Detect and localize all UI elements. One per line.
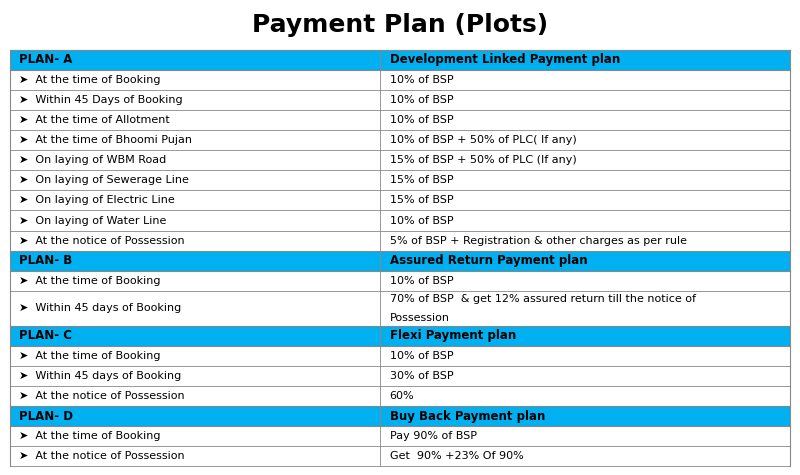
Bar: [10, 251, 790, 271]
Bar: [380, 271, 790, 291]
Text: 15% of BSP: 15% of BSP: [390, 195, 454, 206]
Text: Pay 90% of BSP: Pay 90% of BSP: [390, 431, 477, 441]
Bar: [380, 386, 790, 406]
Text: Get  90% +23% Of 90%: Get 90% +23% Of 90%: [390, 451, 523, 461]
Text: ➤  On laying of Electric Line: ➤ On laying of Electric Line: [19, 195, 175, 206]
Text: ➤  At the notice of Possession: ➤ At the notice of Possession: [19, 451, 185, 461]
Text: Assured Return Payment plan: Assured Return Payment plan: [390, 254, 587, 267]
Text: ➤  On laying of WBM Road: ➤ On laying of WBM Road: [19, 155, 166, 165]
Bar: [10, 190, 380, 210]
Text: PLAN- A: PLAN- A: [19, 53, 73, 67]
Text: 15% of BSP: 15% of BSP: [390, 175, 454, 185]
Bar: [380, 291, 790, 326]
Text: 10% of BSP: 10% of BSP: [390, 95, 454, 105]
Bar: [380, 346, 790, 366]
Text: 60%: 60%: [390, 391, 414, 401]
Bar: [380, 90, 790, 110]
Bar: [10, 210, 380, 230]
Text: Payment Plan (Plots): Payment Plan (Plots): [252, 13, 548, 37]
Text: 10% of BSP: 10% of BSP: [390, 276, 454, 286]
Bar: [380, 426, 790, 446]
Bar: [380, 210, 790, 230]
Text: ➤  At the time of Booking: ➤ At the time of Booking: [19, 351, 161, 361]
Bar: [380, 366, 790, 386]
Bar: [10, 426, 380, 446]
Text: Flexi Payment plan: Flexi Payment plan: [390, 330, 516, 342]
Text: ➤  At the time of Bhoomi Pujan: ➤ At the time of Bhoomi Pujan: [19, 135, 192, 145]
Bar: [380, 70, 790, 90]
Bar: [380, 190, 790, 210]
Bar: [10, 70, 380, 90]
Bar: [10, 406, 790, 426]
Text: ➤  At the notice of Possession: ➤ At the notice of Possession: [19, 391, 185, 401]
Bar: [10, 150, 380, 171]
Text: PLAN- B: PLAN- B: [19, 254, 73, 267]
Bar: [380, 230, 790, 251]
Text: ➤  On laying of Sewerage Line: ➤ On laying of Sewerage Line: [19, 175, 189, 185]
Text: 10% of BSP: 10% of BSP: [390, 351, 454, 361]
Bar: [380, 150, 790, 171]
Text: ➤  Within 45 days of Booking: ➤ Within 45 days of Booking: [19, 371, 182, 381]
Text: ➤  Within 45 days of Booking: ➤ Within 45 days of Booking: [19, 304, 182, 314]
Text: ➤  At the notice of Possession: ➤ At the notice of Possession: [19, 236, 185, 246]
Bar: [10, 50, 790, 70]
Text: 15% of BSP + 50% of PLC (If any): 15% of BSP + 50% of PLC (If any): [390, 155, 576, 165]
Bar: [10, 446, 380, 466]
Text: ➤  At the time of Booking: ➤ At the time of Booking: [19, 276, 161, 286]
Bar: [380, 171, 790, 190]
Bar: [10, 110, 380, 130]
Text: ➤  At the time of Booking: ➤ At the time of Booking: [19, 75, 161, 85]
Text: ➤  At the time of Booking: ➤ At the time of Booking: [19, 431, 161, 441]
Text: PLAN- D: PLAN- D: [19, 410, 74, 423]
Bar: [10, 386, 380, 406]
Bar: [10, 271, 380, 291]
Bar: [380, 130, 790, 150]
Text: 10% of BSP: 10% of BSP: [390, 75, 454, 85]
Text: 30% of BSP: 30% of BSP: [390, 371, 454, 381]
Bar: [10, 230, 380, 251]
Bar: [380, 110, 790, 130]
Text: 10% of BSP: 10% of BSP: [390, 216, 454, 226]
Bar: [10, 291, 380, 326]
Bar: [10, 130, 380, 150]
Text: 70% of BSP  & get 12% assured return till the notice of: 70% of BSP & get 12% assured return till…: [390, 294, 695, 304]
Text: Development Linked Payment plan: Development Linked Payment plan: [390, 53, 620, 67]
Bar: [10, 326, 790, 346]
Text: Buy Back Payment plan: Buy Back Payment plan: [390, 410, 545, 423]
Bar: [10, 90, 380, 110]
Text: ➤  Within 45 Days of Booking: ➤ Within 45 Days of Booking: [19, 95, 183, 105]
Text: ➤  On laying of Water Line: ➤ On laying of Water Line: [19, 216, 166, 226]
Bar: [10, 366, 380, 386]
Text: 5% of BSP + Registration & other charges as per rule: 5% of BSP + Registration & other charges…: [390, 236, 686, 246]
Bar: [10, 171, 380, 190]
Text: 10% of BSP: 10% of BSP: [390, 115, 454, 125]
Text: 10% of BSP + 50% of PLC( If any): 10% of BSP + 50% of PLC( If any): [390, 135, 576, 145]
Bar: [380, 446, 790, 466]
Text: ➤  At the time of Allotment: ➤ At the time of Allotment: [19, 115, 170, 125]
Text: Possession: Possession: [390, 313, 450, 323]
Bar: [10, 346, 380, 366]
Text: PLAN- C: PLAN- C: [19, 330, 72, 342]
